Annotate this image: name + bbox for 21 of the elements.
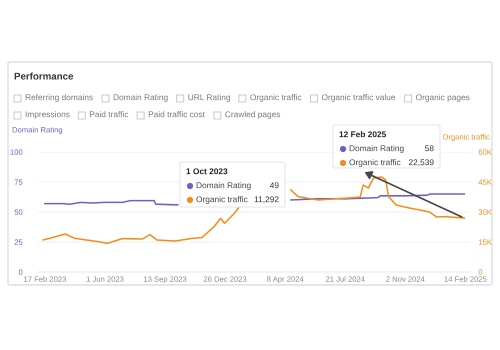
annotation: Domain Rating [350, 145, 404, 153]
text: 12 Feb 2025 [340, 131, 386, 138]
text: Domain Rating [114, 94, 168, 102]
text: Impressions [26, 111, 70, 119]
text: Organic pages [416, 94, 470, 102]
text: 58 [425, 145, 434, 152]
text: Paid traffic cost [148, 111, 205, 118]
text: Paid traffic [90, 111, 128, 118]
chart-title: Performance [14, 72, 74, 80]
text: Crawled pages [225, 111, 280, 119]
annotation: Organic traffic [196, 196, 248, 204]
text: Referring domains [26, 94, 93, 102]
annotation: 22,539 [408, 159, 434, 166]
annotation: Domain Rating [196, 182, 251, 190]
text: Organic traffic value [322, 94, 396, 102]
annotation: 49 [270, 182, 279, 188]
text: Organic traffic [250, 94, 302, 102]
annotation: 11,292 [254, 196, 279, 204]
annotation: 1 Oct 2023 [186, 168, 228, 174]
text: URL Rating [188, 94, 230, 102]
annotation: Organic traffic [349, 159, 400, 167]
